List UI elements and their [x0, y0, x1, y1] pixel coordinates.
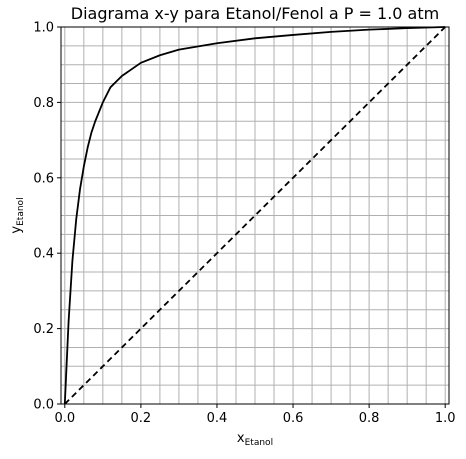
y-axis-label: yEtanol — [9, 197, 26, 233]
x-tick-label: 0.6 — [283, 411, 304, 426]
x-axis-label-main: x — [237, 431, 245, 446]
y-tick-label: 0.4 — [33, 247, 54, 262]
chart-title: Diagrama x-y para Etanol/Fenol a P = 1.0… — [71, 4, 439, 23]
y-tick-label: 0.8 — [33, 96, 54, 111]
x-tick-label: 1.0 — [435, 411, 456, 426]
equilibrium-curve — [63, 26, 446, 405]
y-tick-label: 0.2 — [33, 322, 54, 337]
y-axis-label-sub: Etanol — [16, 197, 26, 225]
x-tick-label: 0.0 — [54, 411, 75, 426]
x-tick-label: 0.4 — [207, 411, 228, 426]
x-tick-label: 0.2 — [131, 411, 152, 426]
x-tick-label: 0.8 — [359, 411, 380, 426]
plot-lines — [63, 26, 446, 405]
x-axis-label: xEtanol — [237, 431, 273, 448]
y-tick-label: 0.6 — [33, 171, 54, 186]
y-tick-label: 1.0 — [33, 21, 54, 36]
y-axis-label-main: y — [9, 226, 24, 234]
plot-frame — [60, 26, 450, 405]
axis-ticks: 0.0 0.2 0.4 0.6 0.8 1.0 0.0 0.2 0.4 0.6 0.8 1.0 — [33, 21, 455, 427]
grid — [61, 26, 449, 405]
y-tick-label: 0.0 — [33, 398, 54, 413]
x-axis-label-sub: Etanol — [245, 438, 273, 448]
